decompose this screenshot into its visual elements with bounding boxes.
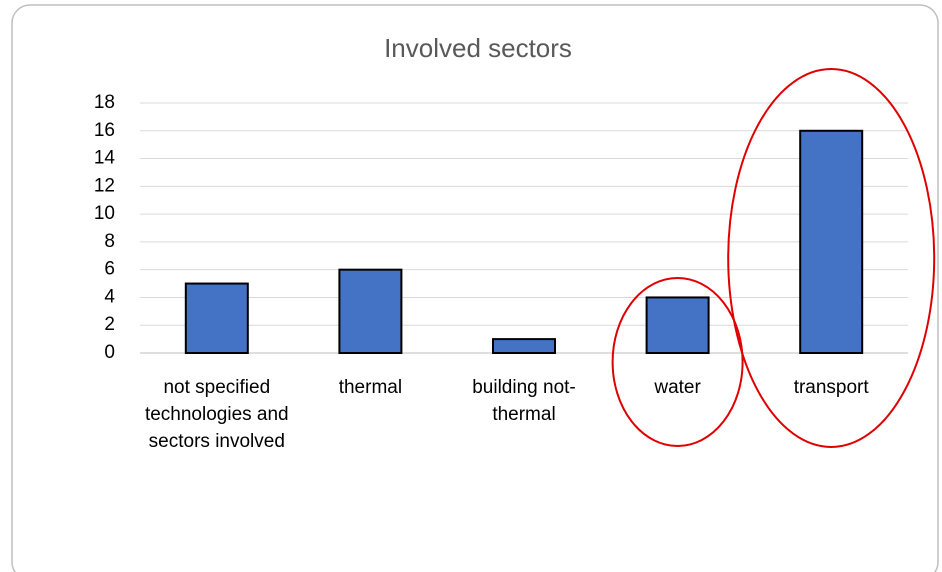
y-tick-label: 4 xyxy=(104,286,115,307)
y-tick-label: 10 xyxy=(94,203,115,224)
y-tick-label: 16 xyxy=(94,120,115,141)
x-tick-label: water xyxy=(654,377,701,398)
bar xyxy=(645,296,710,355)
chart-frame xyxy=(11,4,939,572)
bar xyxy=(338,268,403,354)
highlight-ellipse xyxy=(611,277,744,447)
bar xyxy=(799,129,864,354)
y-tick-label: 14 xyxy=(94,148,116,169)
y-tick-label: 12 xyxy=(94,175,115,196)
y-tick-label: 2 xyxy=(104,314,115,335)
y-tick-label: 0 xyxy=(104,342,115,363)
x-tick-label: building not-thermal xyxy=(472,377,576,425)
x-tick-label: not specified technologies and sectors i… xyxy=(144,377,289,452)
x-tick-label: thermal xyxy=(338,377,403,398)
highlight-ellipse xyxy=(727,68,936,448)
bar xyxy=(492,338,556,355)
y-tick-label: 6 xyxy=(104,259,115,280)
bar xyxy=(184,282,249,354)
x-tick-label: transport xyxy=(793,377,869,398)
y-tick-label: 18 xyxy=(94,92,115,113)
chart-title: Involved sectors xyxy=(384,33,572,63)
y-tick-label: 8 xyxy=(104,231,115,252)
